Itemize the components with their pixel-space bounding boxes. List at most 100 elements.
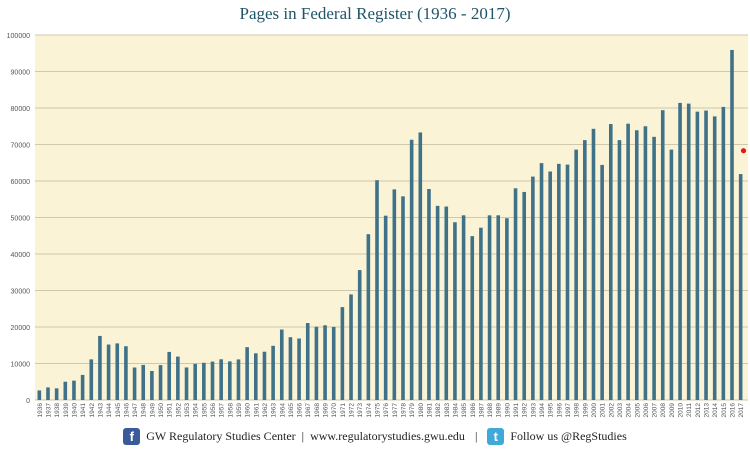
x-tick-label: 1972: [349, 403, 356, 418]
x-tick-label: 1980: [418, 403, 425, 418]
facebook-icon[interactable]: f: [123, 428, 141, 445]
footer-url[interactable]: www.regulatorystudies.gwu.edu: [310, 429, 465, 443]
x-tick-label: 2008: [660, 403, 667, 418]
x-tick-label: 1961: [253, 403, 260, 418]
bar-1952: [176, 356, 180, 400]
bar-1963: [271, 345, 275, 400]
bar-1936: [37, 390, 42, 400]
x-tick-label: 1945: [115, 403, 122, 418]
x-tick-label: 2007: [652, 403, 659, 418]
bar-1937: [46, 387, 50, 400]
bar-1981: [427, 189, 431, 400]
bar-1949: [150, 370, 154, 400]
x-tick-label: 1993: [530, 403, 537, 418]
footer-separator: |: [474, 429, 478, 443]
bar-1996: [557, 163, 561, 400]
x-tick-label: 1949: [149, 403, 156, 418]
bar-2014: [712, 116, 717, 401]
bar-1946: [124, 346, 128, 400]
x-tick-label: 2006: [643, 403, 650, 418]
bar-1947: [132, 367, 137, 400]
bar-1975: [375, 180, 379, 400]
bar-1982: [435, 205, 440, 400]
x-tick-label: 1963: [271, 403, 278, 418]
x-tick-label: 1947: [132, 403, 139, 418]
bar-1948: [141, 364, 146, 400]
bar-2010: [678, 102, 682, 400]
x-tick-label: 1970: [331, 403, 338, 418]
y-tick-label: 40000: [11, 252, 31, 259]
x-tick-label: 1995: [548, 403, 555, 418]
bar-1961: [253, 353, 258, 400]
bar-1984: [453, 222, 457, 400]
bar-1977: [392, 189, 397, 400]
bar-chart: 0 10000 20000 30000 40000 50000 60000 70000 8000…: [7, 33, 748, 418]
bar-2004: [626, 123, 630, 400]
x-tick-label: 2010: [678, 403, 685, 418]
bar-1991: [513, 188, 518, 400]
footer: f GW Regulatory Studies Center | www.reg…: [0, 428, 750, 445]
footer-org: GW Regulatory Studies Center: [146, 429, 296, 443]
bar-1958: [228, 361, 232, 400]
bar-1968: [314, 326, 319, 400]
x-tick-label: 1955: [201, 403, 208, 418]
bar-1955: [202, 362, 206, 400]
x-tick-label: 1997: [565, 403, 572, 418]
x-tick-label: 1975: [375, 403, 382, 418]
x-tick-label: 1944: [106, 403, 113, 418]
x-tick-label: 2014: [712, 403, 719, 418]
x-tick-label: 1964: [279, 403, 286, 418]
bar-1969: [323, 325, 327, 400]
x-tick-label: 1982: [435, 403, 442, 418]
y-tick-label: 70000: [11, 143, 31, 150]
x-tick-label: 1967: [305, 403, 312, 418]
x-tick-label: 2012: [695, 403, 702, 418]
bar-1992: [522, 191, 527, 400]
y-tick-label: 10000: [11, 362, 31, 369]
bar-1970: [331, 326, 336, 400]
bar-1993: [531, 176, 535, 400]
bar-1999: [583, 140, 587, 400]
x-tick-label: 2003: [617, 403, 624, 418]
y-tick-label: 30000: [11, 289, 31, 296]
bar-1973: [357, 270, 362, 400]
x-tick-label: 1977: [392, 403, 399, 418]
x-tick-label: 2017: [738, 403, 745, 418]
bar-2005: [634, 130, 639, 400]
bar-1959: [236, 359, 241, 400]
bar-1951: [167, 351, 172, 400]
x-tick-label: 1973: [357, 403, 364, 418]
bar-1942: [89, 359, 94, 400]
x-tick-label: 1979: [409, 403, 416, 418]
marker-point: [740, 148, 747, 154]
x-tick-label: 2005: [634, 403, 641, 418]
footer-follow[interactable]: Follow us @RegStudies: [510, 429, 627, 443]
x-tick-label: 1948: [141, 403, 148, 418]
x-tick-label: 1940: [71, 403, 78, 418]
x-tick-label: 1962: [262, 403, 269, 418]
x-tick-label: 1942: [89, 403, 96, 418]
x-tick-label: 1951: [167, 403, 174, 418]
x-tick-label: 2009: [669, 403, 676, 418]
x-tick-label: 2016: [730, 403, 737, 418]
x-tick-label: 2000: [591, 403, 598, 418]
bar-1954: [193, 363, 197, 400]
y-tick-label: 80000: [11, 106, 31, 113]
x-tick-label: 1938: [54, 403, 61, 418]
x-tick-label: 1946: [123, 403, 130, 418]
x-tick-label: 1959: [236, 403, 243, 418]
bar-1964: [279, 329, 284, 400]
x-tick-label: 1976: [383, 403, 390, 418]
x-tick-label: 1988: [487, 403, 494, 418]
bar-2015: [721, 106, 726, 400]
x-tick-label: 1991: [513, 403, 520, 418]
bar-1988: [487, 215, 492, 400]
bar-1966: [297, 338, 301, 400]
twitter-icon[interactable]: t: [487, 428, 505, 445]
x-tick-label: 2004: [626, 403, 633, 418]
bar-1957: [219, 359, 223, 400]
bar-2016: [730, 49, 734, 401]
x-tick-label: 1983: [444, 403, 451, 418]
x-tick-label: 1953: [184, 403, 191, 418]
bar-1950: [158, 365, 163, 400]
